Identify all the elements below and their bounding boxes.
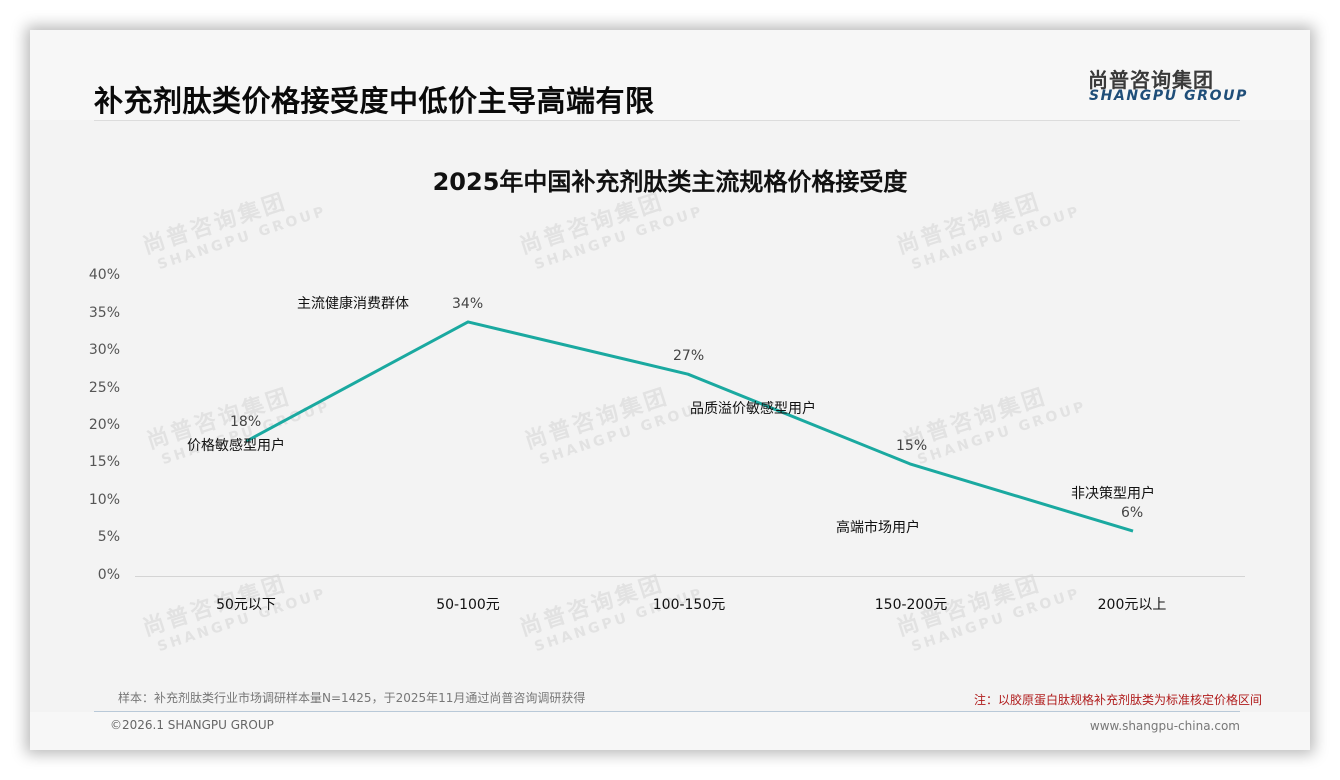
y-tick: 30% bbox=[88, 342, 120, 358]
sample-note: 样本：补充剂肽类行业市场调研样本量N=1425，于2025年11月通过尚普咨询调… bbox=[118, 691, 586, 705]
y-tick: 20% bbox=[88, 417, 120, 433]
annotation-label: 价格敏感型用户 bbox=[187, 438, 285, 454]
data-label: 15% bbox=[896, 438, 928, 454]
slide: 补充剂肽类价格接受度中低价主导高端有限 尚普咨询集团 SHANGPU GROUP… bbox=[30, 30, 1310, 750]
annotation-label: 非决策型用户 bbox=[1071, 486, 1155, 502]
line-series bbox=[245, 320, 1134, 533]
y-tick: 15% bbox=[88, 454, 120, 470]
annotation-label: 品质溢价敏感型用户 bbox=[690, 401, 816, 417]
x-tick: 50-100元 bbox=[436, 597, 500, 613]
remark-note: 注：以胶原蛋白肽规格补充剂肽类为标准核定价格区间 bbox=[973, 693, 1262, 707]
copyright-text: ©2026.1 SHANGPU GROUP bbox=[110, 718, 274, 732]
header-band bbox=[30, 30, 1310, 120]
data-label: 6% bbox=[1121, 505, 1144, 521]
data-label: 34% bbox=[452, 296, 484, 312]
x-tick: 100-150元 bbox=[652, 597, 726, 613]
y-tick: 10% bbox=[88, 492, 120, 508]
y-tick: 40% bbox=[88, 267, 120, 283]
x-tick: 150-200元 bbox=[874, 597, 948, 613]
data-label: 27% bbox=[673, 348, 705, 364]
chart-title: 2025年中国补充剂肽类主流规格价格接受度 bbox=[432, 168, 908, 196]
data-label: 18% bbox=[230, 414, 262, 430]
footer-divider bbox=[94, 711, 1240, 712]
brand-logo-en: SHANGPU GROUP bbox=[1089, 88, 1248, 104]
x-axis-line bbox=[135, 576, 1245, 577]
y-tick: 5% bbox=[97, 529, 120, 545]
annotation-label: 高端市场用户 bbox=[836, 520, 920, 536]
y-tick: 35% bbox=[88, 305, 120, 321]
brand-logo-cn: 尚普咨询集团 bbox=[1088, 68, 1214, 92]
header-divider bbox=[94, 120, 1240, 121]
y-tick: 25% bbox=[88, 380, 120, 396]
annotation-label: 主流健康消费群体 bbox=[297, 296, 409, 312]
website-link[interactable]: www.shangpu-china.com bbox=[1089, 719, 1240, 733]
page-title: 补充剂肽类价格接受度中低价主导高端有限 bbox=[94, 84, 655, 118]
x-tick: 50元以下 bbox=[216, 597, 276, 613]
y-tick: 0% bbox=[97, 567, 120, 583]
x-tick: 200元以上 bbox=[1097, 597, 1167, 613]
footer-band bbox=[30, 712, 1310, 750]
